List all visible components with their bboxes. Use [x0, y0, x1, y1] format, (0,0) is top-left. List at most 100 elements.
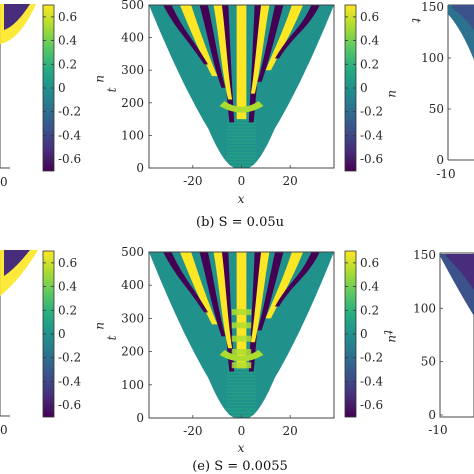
- heatmap-band-yellow: [265, 5, 304, 71]
- colorbar-tick-label: -0.6: [360, 398, 383, 412]
- heatmap-zigzag: [231, 309, 252, 316]
- colorbar-tick-label: 0.6: [360, 10, 379, 24]
- heatmap-stripe: [226, 142, 257, 144]
- heatmap-band-yellow: [213, 5, 233, 100]
- heatmap-stripe: [226, 378, 257, 380]
- heatmap-stripe: [226, 152, 257, 154]
- y-tick-label: 400: [121, 31, 144, 45]
- colorbar-tick-label: -0.4: [58, 374, 82, 388]
- panel-a-colorbar-label: u: [94, 75, 108, 83]
- panel-e-colorbar-label: u: [386, 335, 400, 343]
- panel-b-xticks: -20 0 20: [183, 165, 298, 188]
- y-tick-label: 200: [121, 345, 144, 359]
- panel-e-xlabel: x: [238, 441, 245, 455]
- colorbar-tick-label: 0: [360, 81, 368, 95]
- heatmap-stripe: [226, 158, 257, 160]
- panel-b-yticks: 0 100 200 300 400 500: [121, 0, 152, 175]
- heatmap-stripe: [226, 125, 257, 128]
- heatmap-stripe: [226, 388, 257, 390]
- heatmap-band-dark: [257, 252, 284, 331]
- x-tick-label: -20: [183, 174, 202, 188]
- colorbar-tick-label: 0: [58, 81, 66, 95]
- panel-e-ylabel: t: [105, 335, 119, 340]
- heatmap-band-yellow: [236, 5, 247, 120]
- heatmap-band-yellow: [179, 252, 218, 325]
- heatmap-stripe: [226, 122, 257, 124]
- panel-b-xlabel: x: [238, 192, 245, 206]
- heatmap-arc: [219, 101, 264, 113]
- panel-b: 0 100 200 300 400 500 -20 0 20 x t 0.6 0.4 0.2 0 -0…: [105, 0, 400, 230]
- heatmap-stripe: [226, 411, 257, 414]
- heatmap-stripe: [226, 129, 257, 131]
- colorbar-tick-label: -0.2: [360, 105, 383, 119]
- panel-e-colorbar-ticks: 0.6 0.4 0.2 0 -0.2 -0.4 -0.6: [345, 256, 384, 412]
- heatmap-stripe: [226, 145, 257, 147]
- heatmap-stripe: [226, 408, 257, 410]
- y-tick-label: 0: [436, 153, 444, 167]
- heatmap-stripe: [226, 405, 257, 407]
- panel-c-ylabel: t: [409, 18, 423, 23]
- heatmap-stripe: [226, 391, 257, 394]
- colorbar-tick-label: -0.6: [58, 152, 81, 166]
- panel-b-colorbar-ticks: 0.6 0.4 0.2 0 -0.2 -0.4 -0.6: [345, 10, 384, 166]
- heatmap-stripe: [226, 398, 257, 400]
- heatmap-stripe: [226, 135, 257, 138]
- panel-d: 0 0.6 0.4 0.2 0 -0.2 -0.4 -0.6 u: [0, 250, 108, 437]
- colorbar-tick-label: 0.4: [58, 280, 77, 294]
- y-tick-label: 100: [413, 301, 436, 315]
- y-tick-label: 50: [429, 102, 444, 116]
- colorbar-tick-label: 0.4: [360, 280, 379, 294]
- heatmap-band-yellow: [250, 5, 270, 94]
- y-tick-label: 500: [121, 0, 144, 12]
- heatmap-band-yellow: [179, 5, 218, 77]
- y-tick-label: 300: [121, 63, 144, 77]
- heatmap-band-dark: [199, 252, 226, 337]
- colorbar-tick-label: -0.2: [360, 351, 383, 365]
- y-tick-label: 400: [121, 278, 144, 292]
- colorbar-tick-label: -0.6: [58, 398, 81, 412]
- panel-d-xtick: 0: [0, 423, 8, 437]
- panel-e-xticks: -20 0 20: [183, 415, 298, 438]
- panel-d-colorbar-label: u: [94, 322, 108, 330]
- heatmap-band-dark: [274, 252, 320, 307]
- colorbar-tick-label: 0.4: [58, 34, 77, 48]
- panel-b-colorbar-label: u: [386, 90, 400, 98]
- panel-f-yticks: 0 50 100 150: [413, 248, 443, 422]
- panel-f-wedge-band: [446, 254, 474, 290]
- colorbar-tick-label: -0.2: [58, 105, 81, 119]
- heatmap-stripe: [226, 395, 257, 397]
- heatmap-stripe: [226, 371, 257, 374]
- heatmap-zigzag: [231, 322, 252, 329]
- colorbar-tick-label: -0.4: [58, 128, 82, 142]
- y-tick-label: 50: [421, 355, 436, 369]
- panel-f-xtick: -10: [428, 423, 447, 437]
- y-tick-label: 0: [136, 411, 144, 425]
- heatmap-band-dark: [163, 5, 209, 65]
- x-tick-label: 0: [238, 424, 246, 438]
- panel-b-caption: (b) S = 0.05u: [196, 215, 284, 230]
- colorbar-tick-label: 0.6: [58, 256, 77, 270]
- panel-c-xtick: -10: [436, 167, 455, 181]
- colorbar-tick-label: -0.4: [360, 374, 384, 388]
- panel-f-ylabel: t: [381, 330, 395, 335]
- y-tick-label: 150: [413, 248, 436, 262]
- panel-a-wedge-band: [4, 4, 30, 30]
- panel-a-xtick: 0: [0, 175, 8, 189]
- heatmap-stripe: [226, 132, 257, 134]
- heatmap-stripe: [226, 161, 257, 164]
- x-tick-label: 20: [283, 424, 298, 438]
- x-tick-label: 0: [238, 174, 246, 188]
- heatmap-stripe: [226, 368, 257, 370]
- heatmap-band-yellow: [265, 252, 304, 319]
- colorbar-tick-label: -0.6: [360, 152, 383, 166]
- panel-a: 0 0.6 0.4 0.2 0 -0.2 -0.4 -0.6 u: [0, 4, 108, 189]
- colorbar-tick-label: 0.2: [58, 57, 77, 71]
- heatmap-arc: [219, 349, 264, 362]
- panel-d-colorbar-ticks: 0.6 0.4 0.2 0 -0.2 -0.4 -0.6: [43, 256, 82, 412]
- panel-f: 0 50 100 150 t -10: [381, 248, 474, 437]
- heatmap-stripe: [226, 148, 257, 151]
- heatmap-stripe: [226, 155, 257, 157]
- x-tick-label: -20: [183, 424, 202, 438]
- heatmap-zigzag: [231, 362, 252, 369]
